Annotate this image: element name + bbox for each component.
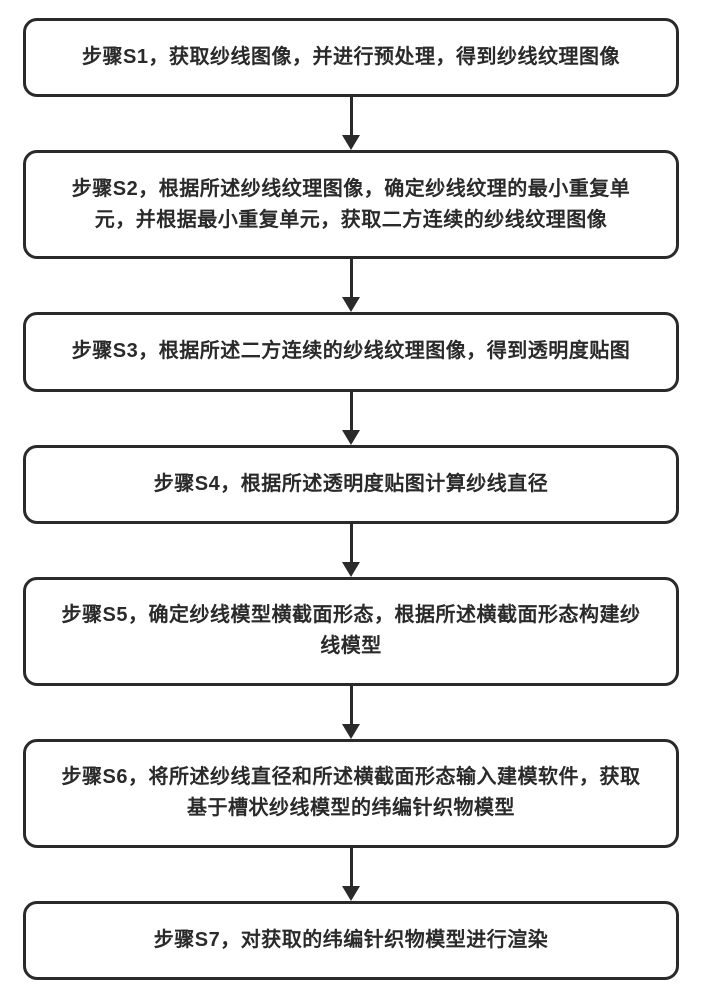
flow-node-s1: 步骤S1，获取纱线图像，并进行预处理，得到纱线纹理图像 — [23, 18, 679, 97]
flow-node-s6-label: 步骤S6，将所述纱线直径和所述横截面形态输入建模软件，获取基于槽状纱线模型的纬编… — [56, 762, 646, 824]
flow-node-s7-label: 步骤S7，对获取的纬编针织物模型进行渲染 — [154, 925, 548, 956]
flow-arrow-s2-s3 — [342, 259, 360, 312]
flow-node-s2: 步骤S2，根据所述纱线纹理图像，确定纱线纹理的最小重复单元，并根据最小重复单元，… — [23, 150, 679, 259]
flow-arrow-s4-s5 — [342, 524, 360, 577]
flow-arrow-s3-s4 — [342, 392, 360, 445]
flow-node-s4-label: 步骤S4，根据所述透明度贴图计算纱线直径 — [154, 469, 548, 500]
flow-node-s3: 步骤S3，根据所述二方连续的纱线纹理图像，得到透明度贴图 — [23, 312, 679, 391]
flow-arrow-s6-s7 — [342, 848, 360, 901]
flow-node-s2-label: 步骤S2，根据所述纱线纹理图像，确定纱线纹理的最小重复单元，并根据最小重复单元，… — [56, 174, 646, 236]
flow-node-s5-label: 步骤S5，确定纱线模型横截面形态，根据所述横截面形态构建纱线模型 — [56, 600, 646, 662]
flow-node-s7: 步骤S7，对获取的纬编针织物模型进行渲染 — [23, 901, 679, 980]
flow-arrow-s1-s2 — [342, 97, 360, 150]
flow-arrow-s5-s6 — [342, 686, 360, 739]
flowchart-container: 步骤S1，获取纱线图像，并进行预处理，得到纱线纹理图像 步骤S2，根据所述纱线纹… — [0, 0, 702, 1000]
flow-node-s6: 步骤S6，将所述纱线直径和所述横截面形态输入建模软件，获取基于槽状纱线模型的纬编… — [23, 739, 679, 848]
flow-node-s5: 步骤S5，确定纱线模型横截面形态，根据所述横截面形态构建纱线模型 — [23, 577, 679, 686]
flow-node-s4: 步骤S4，根据所述透明度贴图计算纱线直径 — [23, 445, 679, 524]
flow-node-s3-label: 步骤S3，根据所述二方连续的纱线纹理图像，得到透明度贴图 — [72, 336, 630, 367]
flow-node-s1-label: 步骤S1，获取纱线图像，并进行预处理，得到纱线纹理图像 — [82, 42, 620, 73]
